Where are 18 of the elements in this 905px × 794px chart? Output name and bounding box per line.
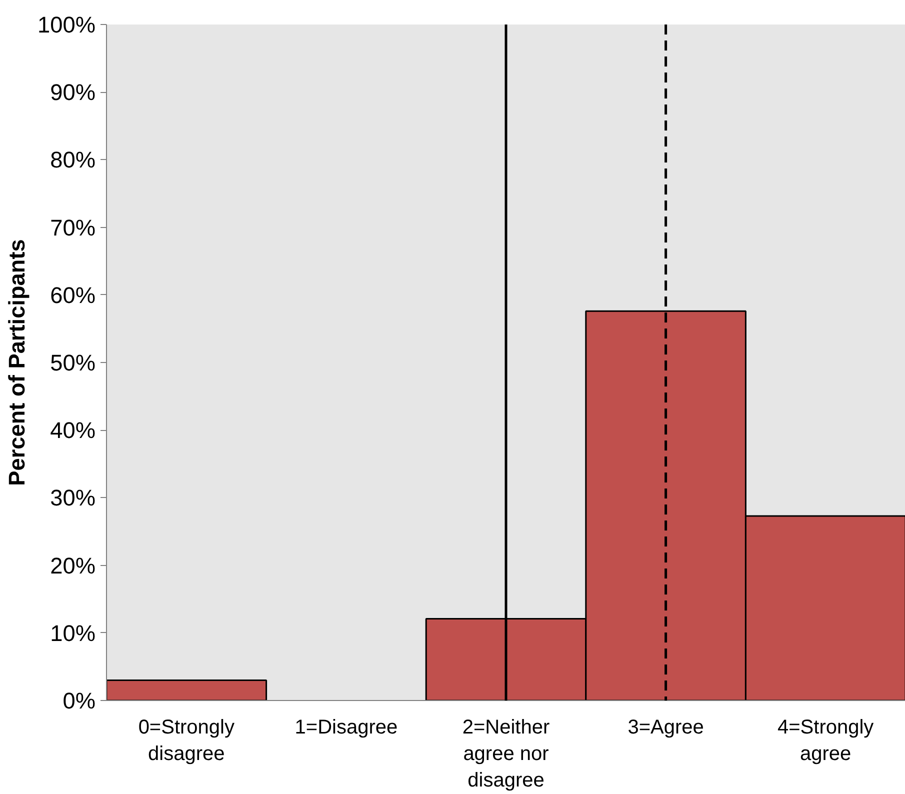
x-tick-label: 2=Neither agree nor disagree — [462, 716, 550, 792]
y-tick-label: 40% — [50, 417, 96, 444]
y-tick-label: 0% — [62, 688, 96, 714]
y-tick-label: 10% — [50, 620, 96, 646]
y-tick-label: 80% — [50, 146, 96, 173]
y-tick-label: 50% — [50, 350, 96, 376]
y-tick-label: 90% — [50, 79, 96, 106]
x-tick-label: 0=Strongly disagree — [138, 716, 234, 765]
y-axis-title: Percent of Participants — [4, 239, 30, 486]
y-tick-label: 70% — [50, 214, 96, 240]
x-tick-label: 3=Agree — [628, 716, 704, 738]
y-tick-label: 100% — [38, 12, 96, 38]
x-tick-label: 1=Disagree — [294, 716, 398, 738]
x-tick-label: 4=Strongly agree — [778, 716, 874, 765]
y-tick-label: 60% — [50, 282, 96, 308]
bar — [106, 679, 268, 700]
y-tick-label: 20% — [50, 552, 96, 578]
y-tick-label: 30% — [50, 484, 96, 511]
